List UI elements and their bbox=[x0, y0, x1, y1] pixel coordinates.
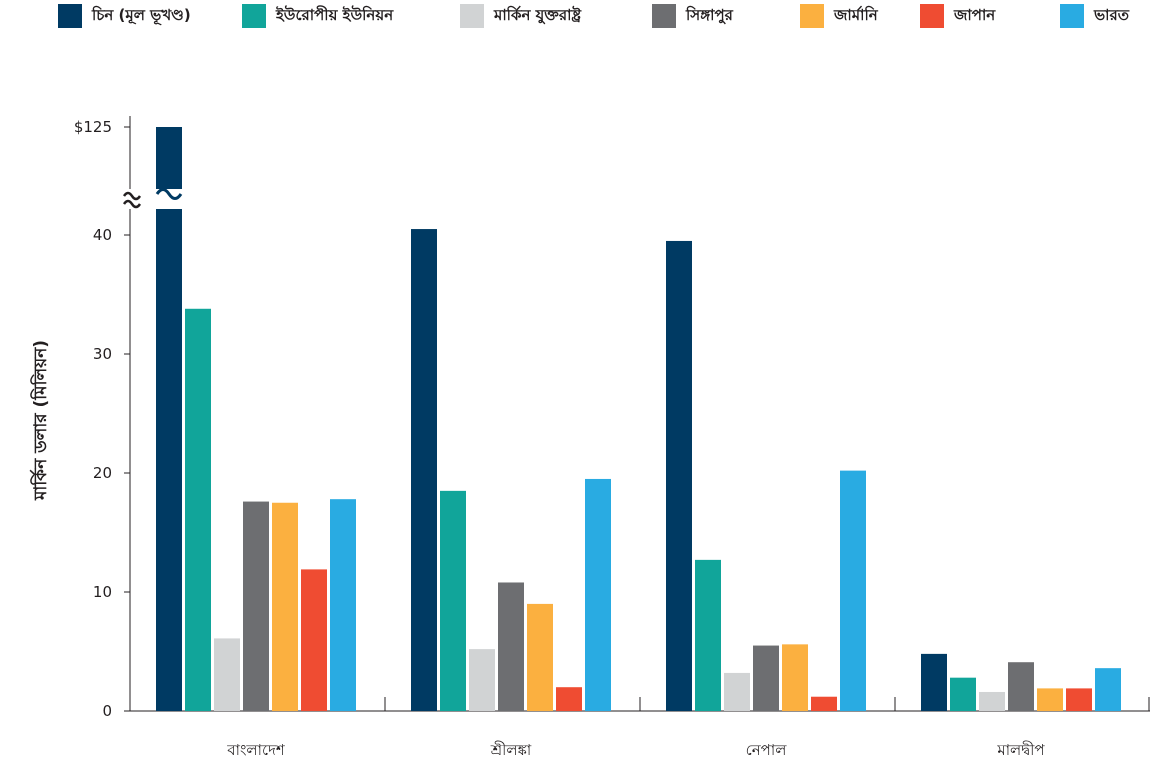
legend-item: জাপান bbox=[920, 4, 995, 28]
bar-3-1 bbox=[214, 638, 240, 711]
bar-4-2 bbox=[498, 582, 524, 711]
axis-break-symbol bbox=[122, 199, 142, 209]
bar-6-3 bbox=[811, 696, 837, 711]
bar-2-3 bbox=[695, 559, 721, 711]
y-axis-title: মার্কিন ডলার (মিলিয়ন) bbox=[29, 340, 51, 501]
y-tick-label: $125 bbox=[74, 118, 112, 136]
legend-label: ইউরোপীয় ইউনিয়ন bbox=[276, 5, 394, 24]
bar-7-2 bbox=[585, 478, 611, 711]
y-tick-label: 0 bbox=[102, 702, 112, 720]
legend-label: জাপান bbox=[954, 5, 996, 24]
bar-6-4 bbox=[1066, 688, 1092, 711]
y-tick-label: 30 bbox=[93, 345, 112, 363]
legend-item: মার্কিন যুক্তরাষ্ট্র bbox=[460, 4, 581, 28]
bar-5-4 bbox=[1037, 688, 1063, 711]
bar-6-1 bbox=[301, 569, 327, 711]
legend-swatch bbox=[652, 4, 676, 28]
bar-5-2 bbox=[527, 603, 553, 711]
bar-1-3 bbox=[666, 240, 692, 711]
bar-1-4 bbox=[921, 653, 947, 711]
x-tick-label: বাংলাদেশ bbox=[226, 741, 286, 759]
legend-label: মার্কিন যুক্তরাষ্ট্র bbox=[494, 5, 582, 24]
x-tick-label: মালদ্বীপ bbox=[996, 741, 1045, 759]
y-tick-label: 40 bbox=[93, 226, 112, 244]
legend-item: ইউরোপীয় ইউনিয়ন bbox=[242, 4, 393, 28]
x-tick-label: শ্রীলঙ্কা bbox=[490, 740, 532, 759]
y-tick-label: 20 bbox=[93, 464, 112, 482]
bar-3-4 bbox=[979, 691, 1005, 711]
legend-swatch bbox=[1060, 4, 1084, 28]
bar-4-1 bbox=[243, 501, 269, 711]
bar-7-1 bbox=[330, 499, 356, 711]
bar-2-4 bbox=[950, 677, 976, 711]
bar-3-2 bbox=[469, 649, 495, 711]
bar-5-3 bbox=[782, 644, 808, 711]
legend-item: জার্মানি bbox=[800, 4, 878, 28]
legend-label: জার্মানি bbox=[834, 5, 878, 24]
legend-swatch bbox=[460, 4, 484, 28]
legend-swatch bbox=[800, 4, 824, 28]
legend-label: চিন (মূল ভূখণ্ড) bbox=[92, 5, 191, 24]
legend: চিন (মূল ভূখণ্ড) ইউরোপীয় ইউনিয়ন মার্কিন … bbox=[0, 0, 1152, 36]
bar-7-3 bbox=[840, 470, 866, 711]
bar-1-1 bbox=[156, 127, 182, 711]
bar-5-1 bbox=[272, 502, 298, 711]
bar-7-4 bbox=[1095, 668, 1121, 711]
bar-4-3 bbox=[753, 645, 779, 711]
legend-item: সিঙ্গাপুর bbox=[652, 4, 733, 28]
legend-swatch bbox=[920, 4, 944, 28]
bar-2-1 bbox=[185, 308, 211, 711]
bar-6-2 bbox=[556, 687, 582, 711]
legend-label: ভারত bbox=[1094, 5, 1130, 24]
legend-swatch bbox=[242, 4, 266, 28]
bar-4-4 bbox=[1008, 662, 1034, 711]
y-tick-label: 10 bbox=[93, 583, 112, 601]
legend-swatch bbox=[58, 4, 82, 28]
bar-3-3 bbox=[724, 672, 750, 711]
x-tick-label: নেপাল bbox=[746, 741, 788, 759]
legend-label: সিঙ্গাপুর bbox=[686, 5, 733, 24]
bar-1-2 bbox=[411, 229, 437, 712]
legend-item: চিন (মূল ভূখণ্ড) bbox=[58, 4, 191, 28]
bar-break-symbol bbox=[155, 193, 183, 205]
bar-2-2 bbox=[440, 490, 466, 711]
legend-item: ভারত bbox=[1060, 4, 1129, 28]
bar-break-symbol bbox=[155, 188, 183, 200]
axis-break-symbol bbox=[122, 191, 142, 201]
